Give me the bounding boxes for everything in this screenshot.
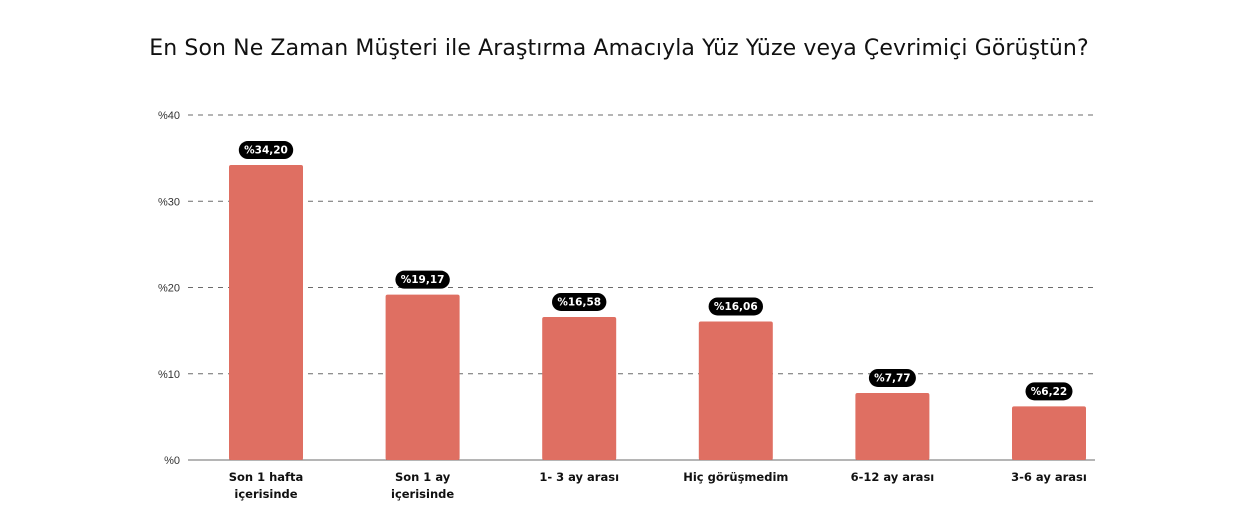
bar [542,316,617,460]
y-tick-label: %10 [158,369,180,381]
x-tick-label: 6-12 ay arası [851,470,935,484]
data-label-pill [708,297,763,316]
data-label: %16,06 [714,301,758,313]
data-label-pill [238,141,294,160]
x-tick-label: içerisinde [234,487,297,501]
x-tick-label: Son 1 hafta [229,470,304,484]
bar [385,294,460,460]
y-tick-label: %30 [158,196,180,208]
x-tick-label: 1- 3 ay arası [539,470,619,484]
data-label-pill [395,270,450,289]
bar [1012,406,1086,460]
bar [855,392,930,460]
y-tick-label: %0 [164,455,180,467]
y-tick-label: %40 [158,110,180,122]
x-tick-label: içerisinde [391,487,454,501]
data-label: %34,20 [244,145,288,157]
data-label: %6,22 [1031,386,1067,398]
data-label-pill [552,292,607,311]
data-label: %16,58 [557,296,601,308]
bar [229,165,303,460]
bar [698,321,773,460]
x-tick-label: 3-6 ay arası [1011,470,1087,484]
data-label: %19,17 [401,274,445,286]
y-tick-label: %20 [158,283,180,295]
x-tick-label: Hiç görüşmedim [683,470,788,484]
data-label: %7,77 [874,372,910,384]
data-label-pill [868,368,916,387]
data-label-pill [1025,382,1073,401]
chart-title: En Son Ne Zaman Müşteri ile Araştırma Am… [149,36,1089,61]
x-tick-label: Son 1 ay [395,470,451,484]
